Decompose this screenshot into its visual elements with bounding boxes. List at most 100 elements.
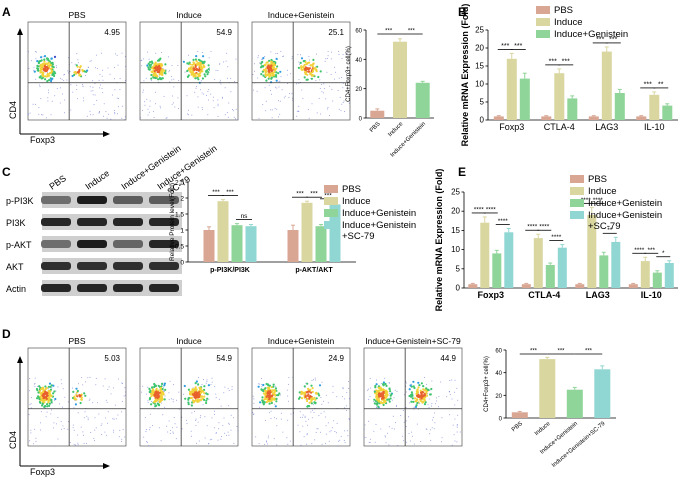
flow-quadrant-value: 25.1 xyxy=(328,28,344,37)
density-dot xyxy=(50,57,53,60)
scatter-dot xyxy=(90,60,92,62)
scatter-dot xyxy=(226,52,228,54)
sig-label: *** xyxy=(609,36,617,43)
density-dot xyxy=(423,393,426,396)
scatter-dot xyxy=(348,102,350,104)
scatter-dot xyxy=(327,422,329,424)
scatter-dot xyxy=(30,407,32,409)
scatter-dot xyxy=(343,439,345,441)
scatter-dot xyxy=(340,435,342,437)
legend-label: Induce+Genistein xyxy=(588,198,662,209)
density-dot xyxy=(46,73,49,76)
sig-label: *** xyxy=(296,191,304,198)
scatter-dot xyxy=(284,95,286,97)
scatter-dot xyxy=(335,71,336,73)
density-dot xyxy=(273,74,276,77)
density-dot xyxy=(154,393,157,396)
scatter-dot xyxy=(218,398,220,400)
scatter-dot xyxy=(265,110,267,112)
y-tick-label: 20 xyxy=(355,87,362,93)
bar xyxy=(539,359,556,418)
scatter-dot xyxy=(124,119,126,121)
density-dot xyxy=(425,387,428,390)
scatter-dot xyxy=(331,427,333,429)
density-dot xyxy=(47,65,51,68)
scatter-dot xyxy=(252,412,254,414)
density-dot xyxy=(49,388,53,391)
scatter-dot xyxy=(88,399,90,401)
bar xyxy=(587,215,597,288)
density-dot xyxy=(307,387,310,390)
scatter-dot xyxy=(270,51,272,53)
scatter-dot xyxy=(174,106,176,108)
density-dot xyxy=(191,73,194,76)
density-dot xyxy=(192,401,195,404)
scatter-dot xyxy=(403,421,405,423)
scatter-dot xyxy=(140,117,141,119)
scatter-dot xyxy=(204,416,206,418)
scatter-dot xyxy=(237,430,239,432)
scatter-dot xyxy=(107,422,109,424)
flow-quadrant-value: 54.9 xyxy=(216,354,232,363)
scatter-dot xyxy=(233,116,235,118)
scatter-dot xyxy=(82,97,84,99)
scatter-dot xyxy=(287,383,289,385)
density-dot xyxy=(197,399,200,402)
density-dot xyxy=(304,395,307,398)
scatter-dot xyxy=(405,382,407,384)
scatter-dot xyxy=(107,67,109,69)
scatter-dot xyxy=(82,85,84,87)
y-tick-label: 0.5 xyxy=(175,244,184,251)
density-dot xyxy=(274,74,278,77)
y-tick-label: 60 xyxy=(495,349,502,355)
scatter-dot xyxy=(412,435,413,437)
density-dot xyxy=(299,61,302,64)
scatter-dot xyxy=(333,420,335,422)
scatter-dot xyxy=(197,106,199,108)
scatter-dot xyxy=(337,445,339,447)
scatter-dot xyxy=(35,78,37,80)
density-dot xyxy=(205,401,208,405)
scatter-dot xyxy=(456,426,458,428)
scatter-dot xyxy=(92,94,94,96)
scatter-dot xyxy=(424,377,426,378)
scatter-dot xyxy=(101,433,103,435)
scatter-dot xyxy=(436,397,438,399)
density-dot xyxy=(415,404,418,407)
scatter-dot xyxy=(313,379,314,381)
density-dot xyxy=(44,68,47,71)
density-dot xyxy=(262,57,265,60)
scatter-dot xyxy=(166,117,168,119)
scatter-dot xyxy=(92,86,94,88)
scatter-dot xyxy=(283,55,284,57)
density-dot xyxy=(302,65,305,68)
scatter-dot xyxy=(334,66,335,68)
scatter-dot xyxy=(409,440,411,442)
d-foxp3-arrow-icon xyxy=(103,463,110,469)
sig-label: **** xyxy=(539,224,550,231)
density-dot xyxy=(43,62,46,65)
scatter-dot xyxy=(325,433,327,435)
scatter-dot xyxy=(200,80,202,82)
sig-label: **** xyxy=(498,218,509,225)
density-dot xyxy=(267,389,270,393)
density-dot xyxy=(153,64,156,67)
density-dot xyxy=(79,394,82,397)
scatter-dot xyxy=(158,427,160,429)
density-dot xyxy=(54,397,57,401)
scatter-dot xyxy=(311,379,313,381)
legend-swatch xyxy=(570,175,584,183)
scatter-dot xyxy=(282,431,284,433)
scatter-dot xyxy=(98,111,100,113)
legend-swatch xyxy=(324,209,338,217)
legend-label: +SC-79 xyxy=(342,231,374,242)
density-dot xyxy=(429,393,432,396)
scatter-dot xyxy=(313,404,314,406)
scatter-dot xyxy=(370,387,372,389)
density-dot xyxy=(84,394,87,397)
density-dot xyxy=(379,389,382,392)
density-dot xyxy=(272,62,275,65)
scatter-dot xyxy=(411,431,413,433)
sig-label: *** xyxy=(408,29,416,35)
scatter-dot xyxy=(321,84,323,85)
